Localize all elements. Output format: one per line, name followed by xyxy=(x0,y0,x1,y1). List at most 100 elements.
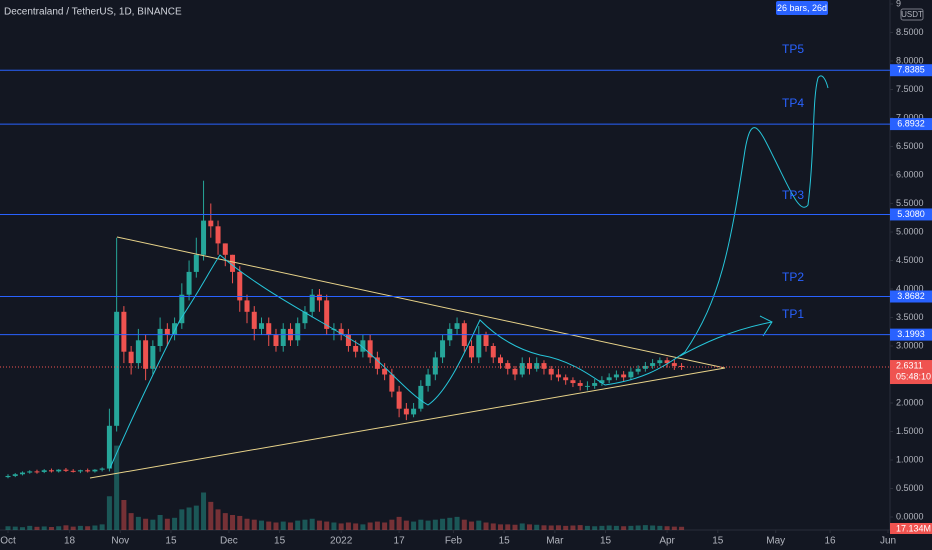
volume-bar xyxy=(635,525,641,530)
candle-body xyxy=(469,346,475,358)
candle-body xyxy=(70,470,76,472)
level-name: TP2 xyxy=(782,270,804,284)
candle-body xyxy=(77,470,83,472)
volume-bar xyxy=(519,523,525,530)
candle-body xyxy=(483,334,489,346)
volume-bar xyxy=(106,496,112,530)
candle-body xyxy=(157,328,163,346)
volume-badge xyxy=(890,523,932,534)
candle-body xyxy=(389,374,395,392)
candle-body xyxy=(92,469,98,472)
level-label: 6.8932 xyxy=(897,118,925,128)
x-tick-label: Apr xyxy=(659,536,675,547)
candle-body xyxy=(599,380,605,384)
level-badge xyxy=(890,328,932,341)
candle-body xyxy=(425,374,431,386)
candle-body xyxy=(367,340,373,358)
volume-label: 17.134M xyxy=(896,523,931,533)
level-badge xyxy=(890,64,932,77)
y-tick-label: 4.0000 xyxy=(896,283,924,293)
volume-bar xyxy=(280,521,286,530)
candle-body xyxy=(360,340,366,352)
candle-body xyxy=(411,408,417,415)
x-tick-label: May xyxy=(766,536,785,547)
volume-bar xyxy=(193,505,199,530)
chart-title: Decentraland / TetherUS, 1D, BINANCE xyxy=(4,7,182,18)
volume-bar xyxy=(555,525,561,530)
volume-bar xyxy=(237,515,243,530)
volume-bar xyxy=(331,522,337,530)
y-tick-label: 4.5000 xyxy=(896,255,924,265)
y-tick-label: 5.0000 xyxy=(896,226,924,236)
volume-bar xyxy=(5,526,11,530)
volume-bar xyxy=(526,524,532,530)
candle-body xyxy=(280,328,286,346)
volume-bar xyxy=(650,525,656,530)
candle-body xyxy=(345,334,351,346)
candle-body xyxy=(403,408,409,415)
candle-body xyxy=(440,340,446,358)
volume-bar xyxy=(396,516,402,530)
level-badge xyxy=(890,118,932,131)
candle-body xyxy=(563,377,569,381)
volume-bar xyxy=(403,520,409,530)
candle-body xyxy=(251,311,257,329)
volume-bar xyxy=(584,525,590,530)
candle-body xyxy=(273,334,279,346)
volume-bar xyxy=(143,518,149,530)
volume-bar xyxy=(56,526,62,530)
candle-body xyxy=(244,300,250,312)
y-tick-label: 7.5000 xyxy=(896,84,924,94)
volume-bar xyxy=(266,521,272,530)
volume-bar xyxy=(360,524,366,530)
volume-bar xyxy=(461,519,467,530)
volume-bar xyxy=(628,525,634,530)
level-label: 7.8385 xyxy=(897,65,925,75)
candle-body xyxy=(526,363,532,369)
volume-bar xyxy=(99,524,105,530)
volume-bar xyxy=(215,509,221,530)
volume-bar xyxy=(135,516,141,530)
volume-bar xyxy=(621,526,627,530)
volume-bar xyxy=(490,523,496,530)
volume-bar xyxy=(345,522,351,530)
volume-bar xyxy=(664,526,670,530)
volume-bar xyxy=(70,526,76,530)
volume-bar xyxy=(128,513,134,530)
volume-bar xyxy=(505,524,511,530)
volume-bar xyxy=(534,524,540,530)
candle-body xyxy=(186,271,192,295)
candle-body xyxy=(548,368,554,375)
volume-bar xyxy=(19,527,25,530)
candle-body xyxy=(432,357,438,375)
volume-bar xyxy=(548,525,554,530)
candle-body xyxy=(150,346,156,369)
candle-body xyxy=(266,323,272,335)
volume-bar xyxy=(63,525,69,530)
y-tick-label: 8.0000 xyxy=(896,55,924,65)
x-tick-label: 17 xyxy=(394,536,406,547)
volume-bar xyxy=(657,525,663,530)
candle-body xyxy=(258,323,264,329)
candle-body xyxy=(476,334,482,358)
volume-bar xyxy=(498,524,504,530)
candle-body xyxy=(512,368,518,375)
level-name: TP5 xyxy=(782,42,804,56)
level-label: 5.3080 xyxy=(897,209,925,219)
candle-body xyxy=(353,346,359,352)
candle-body xyxy=(106,425,112,469)
candle-body xyxy=(657,360,663,364)
x-tick-label: Mar xyxy=(546,536,564,547)
candle-body xyxy=(164,328,170,335)
candle-body xyxy=(519,363,525,375)
y-tick-label: 3.0000 xyxy=(896,340,924,350)
candle-body xyxy=(128,351,134,364)
x-tick-label: Jun xyxy=(880,536,896,547)
candle-body xyxy=(621,374,627,378)
level-label: 3.1993 xyxy=(897,329,925,339)
volume-bar xyxy=(642,525,648,530)
candle-body xyxy=(114,311,120,426)
volume-bar xyxy=(316,520,322,530)
plot xyxy=(5,180,685,530)
candle-body xyxy=(555,374,561,378)
